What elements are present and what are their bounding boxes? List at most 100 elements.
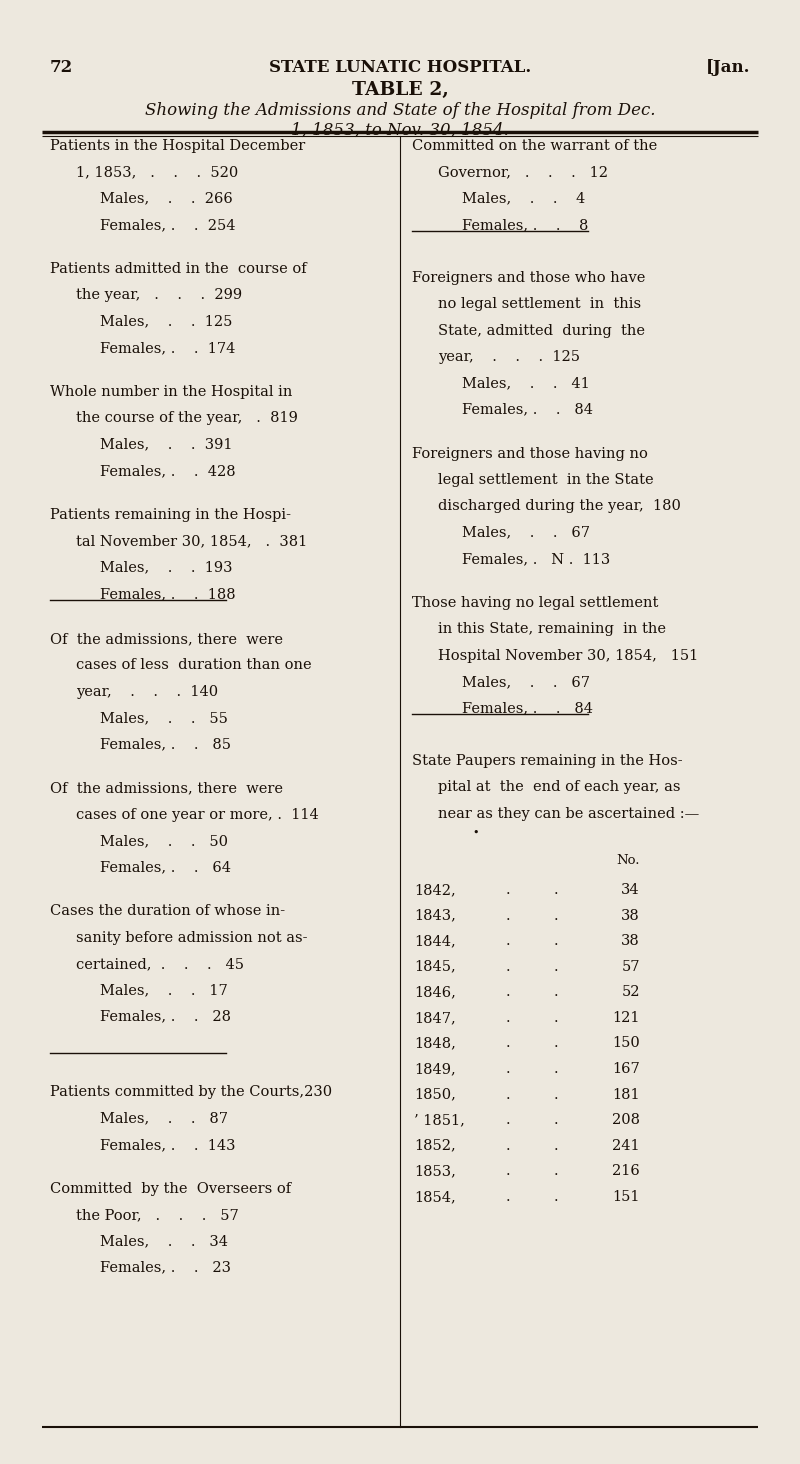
Text: in this State, remaining  in the: in this State, remaining in the (438, 622, 666, 637)
Text: 38: 38 (622, 934, 640, 949)
Text: Males,    .    .   50: Males, . . 50 (100, 834, 228, 848)
Text: Committed  by the  Overseers of: Committed by the Overseers of (50, 1181, 290, 1196)
Text: .: . (554, 883, 558, 897)
Text: 1844,: 1844, (414, 934, 456, 949)
Text: 34: 34 (622, 883, 640, 897)
Text: 38: 38 (622, 909, 640, 922)
Text: Of  the admissions, there  were: Of the admissions, there were (50, 632, 282, 646)
Text: no legal settlement  in  this: no legal settlement in this (438, 297, 642, 312)
Text: 72: 72 (50, 59, 73, 76)
Text: Males,    .    .   17: Males, . . 17 (100, 984, 228, 997)
Text: Females, .    .    8: Females, . . 8 (462, 218, 589, 233)
Text: 216: 216 (612, 1164, 640, 1179)
Text: discharged during the year,  180: discharged during the year, 180 (438, 499, 682, 514)
Text: ’ 1851,: ’ 1851, (414, 1113, 466, 1127)
Text: No.: No. (617, 854, 640, 867)
Text: .: . (554, 909, 558, 922)
Text: .: . (506, 1190, 510, 1203)
Text: Of  the admissions, there  were: Of the admissions, there were (50, 782, 282, 795)
Text: 1846,: 1846, (414, 985, 456, 1000)
Text: legal settlement  in the State: legal settlement in the State (438, 473, 654, 488)
Text: 181: 181 (612, 1088, 640, 1101)
Text: 1854,: 1854, (414, 1190, 456, 1203)
Text: Whole number in the Hospital in: Whole number in the Hospital in (50, 385, 292, 400)
Text: .: . (506, 1061, 510, 1076)
Text: 57: 57 (622, 960, 640, 974)
Text: Females, .    .  188: Females, . . 188 (100, 587, 236, 602)
Text: STATE LUNATIC HOSPITAL.: STATE LUNATIC HOSPITAL. (269, 59, 531, 76)
Text: Hospital November 30, 1854,   151: Hospital November 30, 1854, 151 (438, 649, 698, 663)
Text: sanity before admission not as-: sanity before admission not as- (76, 931, 307, 944)
Text: 151: 151 (613, 1190, 640, 1203)
Text: 150: 150 (612, 1037, 640, 1051)
Text: Males,    .    .   67: Males, . . 67 (462, 526, 590, 540)
Text: .: . (554, 1164, 558, 1179)
Text: Males,    .    .   55: Males, . . 55 (100, 712, 228, 725)
Text: 1852,: 1852, (414, 1139, 456, 1152)
Text: Females, .    .  143: Females, . . 143 (100, 1138, 235, 1152)
Text: .: . (506, 1037, 510, 1051)
Text: cases of less  duration than one: cases of less duration than one (76, 659, 312, 672)
Text: 1843,: 1843, (414, 909, 456, 922)
Text: •: • (473, 827, 479, 837)
Text: near as they can be ascertained :—: near as they can be ascertained :— (438, 807, 700, 821)
Text: pital at  the  end of each year, as: pital at the end of each year, as (438, 780, 681, 795)
Text: year,    .    .    .  140: year, . . . 140 (76, 685, 218, 698)
Text: .: . (506, 1113, 510, 1127)
Text: .: . (554, 1190, 558, 1203)
Text: .: . (554, 1139, 558, 1152)
Text: Males,    .    .   34: Males, . . 34 (100, 1234, 228, 1249)
Text: .: . (506, 883, 510, 897)
Text: .: . (554, 1037, 558, 1051)
Text: Males,    .    .   67: Males, . . 67 (462, 675, 590, 690)
Text: Foreigners and those having no: Foreigners and those having no (412, 447, 648, 461)
Text: TABLE 2,: TABLE 2, (351, 81, 449, 98)
Text: 1845,: 1845, (414, 960, 456, 974)
Text: certained,  .    .    .   45: certained, . . . 45 (76, 957, 244, 971)
Text: Males,    .    .  125: Males, . . 125 (100, 315, 232, 329)
Text: 1, 1853, to Nov. 30, 1854.: 1, 1853, to Nov. 30, 1854. (291, 122, 509, 139)
Text: .: . (554, 1088, 558, 1101)
Text: tal November 30, 1854,   .  381: tal November 30, 1854, . 381 (76, 534, 307, 549)
Text: Males,    .    .  266: Males, . . 266 (100, 192, 233, 206)
Text: year,    .    .    .  125: year, . . . 125 (438, 350, 581, 365)
Text: Females, .    .   23: Females, . . 23 (100, 1261, 231, 1275)
Text: .: . (554, 934, 558, 949)
Text: the year,   .    .    .  299: the year, . . . 299 (76, 288, 242, 303)
Text: .: . (506, 909, 510, 922)
Text: Males,    .    .   41: Males, . . 41 (462, 376, 590, 391)
Text: Patients remaining in the Hospi-: Patients remaining in the Hospi- (50, 508, 290, 523)
Text: Cases the duration of whose in-: Cases the duration of whose in- (50, 905, 285, 918)
Text: 1853,: 1853, (414, 1164, 456, 1179)
Text: the course of the year,   .  819: the course of the year, . 819 (76, 411, 298, 426)
Text: .: . (506, 1164, 510, 1179)
Text: 1842,: 1842, (414, 883, 456, 897)
Text: Females, .    .   64: Females, . . 64 (100, 861, 231, 874)
Text: Patients committed by the Courts,230: Patients committed by the Courts,230 (50, 1085, 332, 1099)
Text: the Poor,   .    .    .   57: the Poor, . . . 57 (76, 1208, 238, 1222)
Text: Females, .    .   85: Females, . . 85 (100, 738, 231, 751)
Text: State Paupers remaining in the Hos-: State Paupers remaining in the Hos- (412, 754, 682, 769)
Text: 167: 167 (612, 1061, 640, 1076)
Text: Those having no legal settlement: Those having no legal settlement (412, 596, 658, 610)
Text: 208: 208 (612, 1113, 640, 1127)
Text: cases of one year or more, .  114: cases of one year or more, . 114 (76, 808, 318, 821)
Text: .: . (506, 985, 510, 1000)
Text: .: . (506, 960, 510, 974)
Text: .: . (554, 1113, 558, 1127)
Text: Patients in the Hospital December: Patients in the Hospital December (50, 139, 305, 154)
Text: State, admitted  during  the: State, admitted during the (438, 324, 646, 338)
Text: 1849,: 1849, (414, 1061, 456, 1076)
Text: 1850,: 1850, (414, 1088, 456, 1101)
Text: 52: 52 (622, 985, 640, 1000)
Text: Females, .    .  254: Females, . . 254 (100, 218, 235, 233)
Text: [Jan.: [Jan. (706, 59, 750, 76)
Text: Females, .   N .  113: Females, . N . 113 (462, 552, 610, 567)
Text: .: . (554, 1012, 558, 1025)
Text: 1, 1853,   .    .    .  520: 1, 1853, . . . 520 (76, 165, 238, 180)
Text: Committed on the warrant of the: Committed on the warrant of the (412, 139, 658, 154)
Text: Females, .    .   28: Females, . . 28 (100, 1010, 231, 1023)
Text: Patients admitted in the  course of: Patients admitted in the course of (50, 262, 306, 277)
Text: .: . (554, 1061, 558, 1076)
Text: Showing the Admissions and State of the Hospital from Dec.: Showing the Admissions and State of the … (145, 102, 655, 120)
